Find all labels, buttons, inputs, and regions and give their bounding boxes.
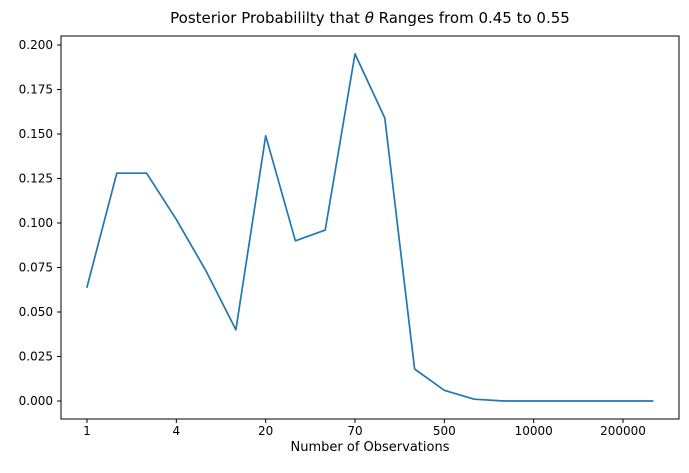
axes-frame — [60, 35, 680, 420]
x-tick-label: 500 — [433, 424, 456, 438]
y-tick-label: 0.200 — [19, 38, 53, 52]
x-tick-label: 4 — [173, 424, 181, 438]
chart-title-prefix: Posterior Probabililty that — [170, 9, 365, 27]
x-tick-label: 70 — [347, 424, 362, 438]
y-tick-label: 0.175 — [19, 83, 53, 97]
chart-title-theta: θ — [365, 9, 374, 27]
x-axis-ticks: 1 4 20 70 500 10000 200000 — [83, 419, 646, 438]
y-tick-label: 0.050 — [19, 305, 53, 319]
x-tick-label: 20 — [258, 424, 273, 438]
chart-title: Posterior Probabililty that θ Ranges fro… — [170, 9, 570, 27]
y-tick-label: 0.150 — [19, 127, 53, 141]
y-tick-label: 0.100 — [19, 216, 53, 230]
y-tick-label: 0.075 — [19, 261, 53, 275]
y-tick-label: 0.025 — [19, 350, 53, 364]
y-tick-label: 0.125 — [19, 172, 53, 186]
x-tick-label: 10000 — [515, 424, 553, 438]
series-line — [86, 53, 654, 402]
x-axis-label: Number of Observations — [291, 440, 450, 455]
x-tick-label: 1 — [83, 424, 91, 438]
chart-title-suffix: Ranges from 0.45 to 0.55 — [374, 9, 570, 27]
y-tick-label: 0.000 — [19, 394, 53, 408]
y-axis-ticks: 0.000 0.025 0.050 0.075 0.100 0.125 0.150 0.175… — [19, 38, 61, 408]
x-tick-label: 200000 — [600, 424, 646, 438]
